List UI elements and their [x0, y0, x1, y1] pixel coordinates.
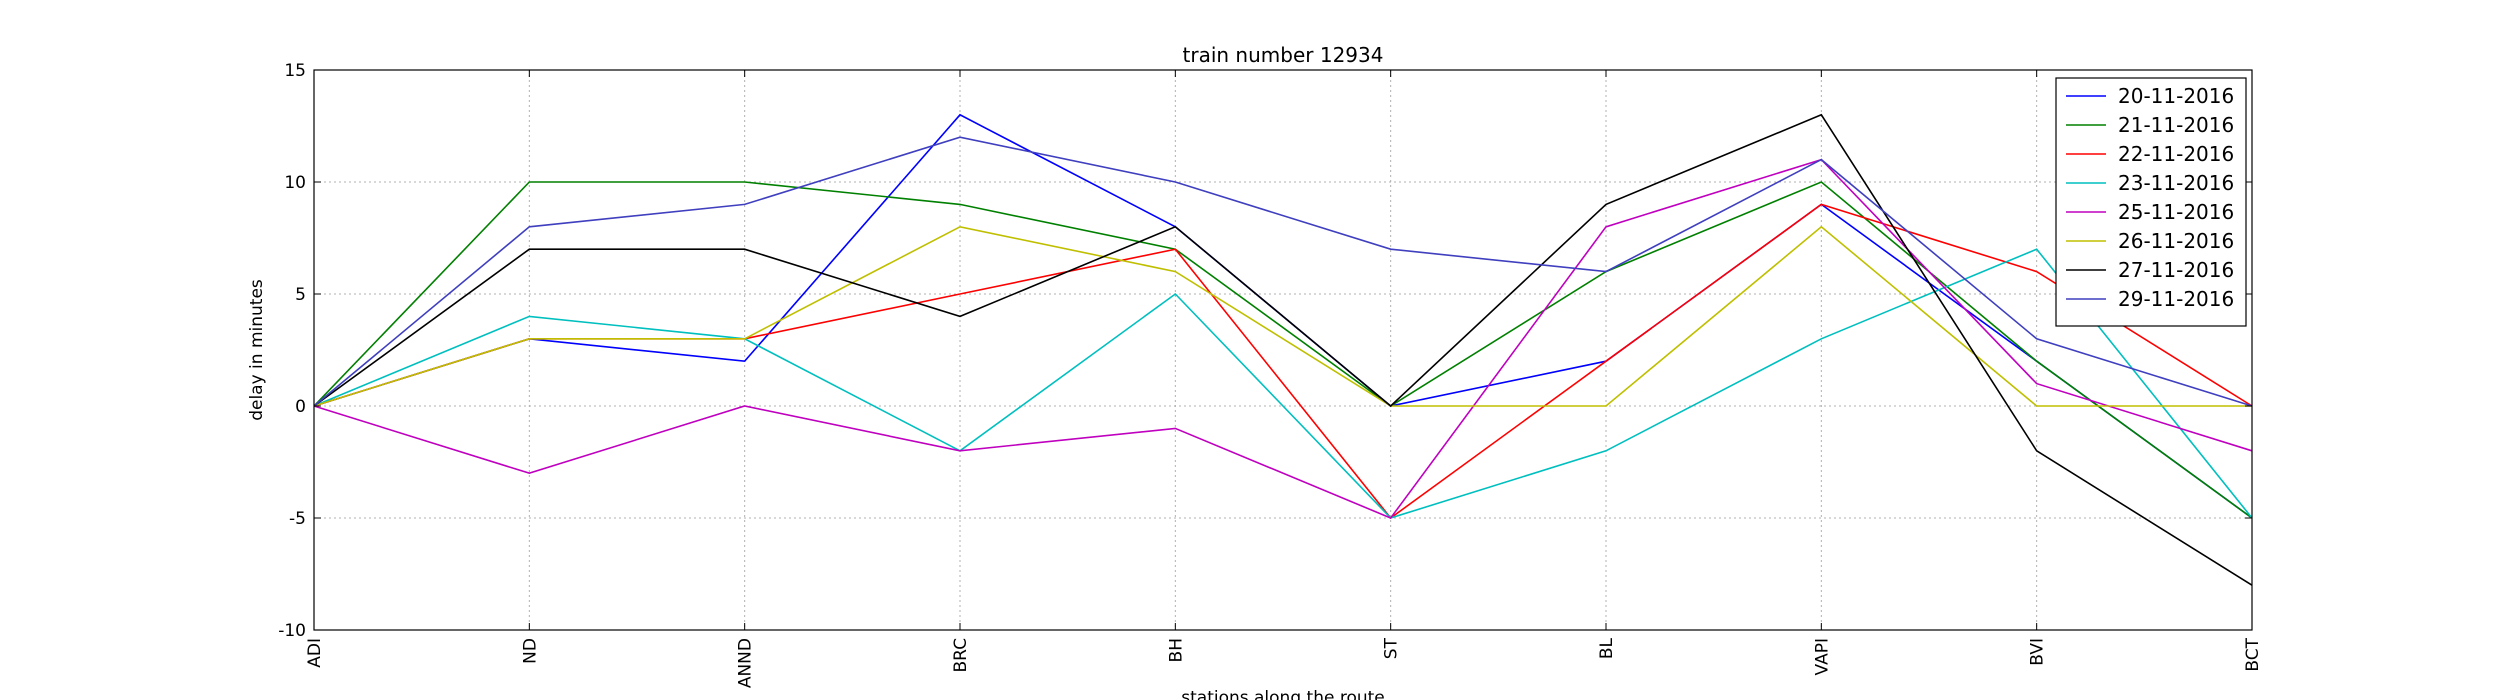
legend-label: 29-11-2016: [2118, 287, 2234, 311]
y-tick-label: 5: [295, 285, 306, 305]
x-axis-ticks: ADI ND ANND BRC BH ST BL VAPI BVI BCT: [305, 70, 2263, 688]
x-tick-label: BL: [1597, 637, 1617, 659]
x-tick-label: ANND: [736, 638, 756, 688]
x-axis-label: stations along the route: [1181, 688, 1385, 700]
y-tick-label: -10: [278, 621, 306, 641]
x-tick-label: ADI: [305, 638, 325, 668]
x-tick-label: VAPI: [1812, 638, 1832, 675]
grid: [313, 69, 2253, 631]
series-line-25-11-2016: [313, 158, 2253, 519]
legend-label: 20-11-2016: [2118, 84, 2234, 108]
legend-label: 22-11-2016: [2118, 142, 2234, 166]
x-tick-label: BRC: [951, 638, 971, 673]
y-tick-label: -5: [289, 509, 306, 529]
x-tick-label: ND: [520, 638, 540, 664]
series-line-27-11-2016: [313, 113, 2253, 586]
series-line-23-11-2016: [313, 248, 2253, 519]
legend-label: 27-11-2016: [2118, 258, 2234, 282]
plot-frame: [313, 69, 2253, 631]
y-axis-ticks: -10 -5 0 5 10 15: [278, 61, 2252, 641]
y-tick-label: 15: [284, 61, 306, 81]
legend-box: [2055, 77, 2247, 327]
x-tick-label: BVI: [2028, 638, 2048, 666]
legend-label: 21-11-2016: [2118, 113, 2234, 137]
x-tick-label: ST: [1382, 637, 1402, 659]
legend-label: 23-11-2016: [2118, 171, 2234, 195]
legend: 20-11-2016 21-11-2016 22-11-2016 23-11-2016…: [2055, 77, 2247, 327]
legend-label: 26-11-2016: [2118, 229, 2234, 253]
series-line-26-11-2016: [313, 225, 2252, 407]
x-tick-label: BH: [1166, 638, 1186, 662]
legend-label: 25-11-2016: [2118, 200, 2234, 224]
y-tick-label: 10: [284, 173, 306, 193]
x-tick-label: BCT: [2243, 637, 2263, 671]
series-line-22-11-2016: [313, 203, 2253, 520]
series-line-21-11-2016: [313, 181, 2253, 519]
y-tick-label: 0: [295, 397, 306, 417]
series-lines: [313, 113, 2253, 586]
chart-title: train number 12934: [1183, 43, 1384, 67]
series-line-29-11-2016: [313, 136, 2253, 407]
y-axis-label: delay in minutes: [247, 279, 267, 421]
